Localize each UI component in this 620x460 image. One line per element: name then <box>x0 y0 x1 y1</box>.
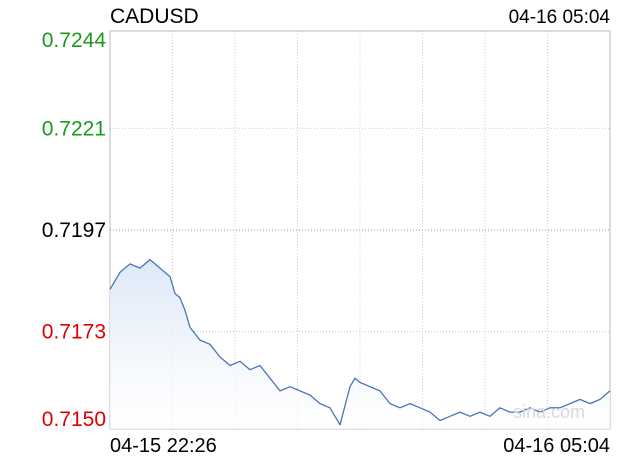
watermark: sina.com <box>513 402 585 422</box>
x-tick-start: 04-15 22:26 <box>110 435 217 457</box>
price-line <box>109 258 611 426</box>
x-tick-end: 04-16 05:04 <box>503 435 610 457</box>
y-tick-label: 0.7244 <box>42 29 107 52</box>
line-layer <box>109 258 611 426</box>
x-axis-ticks: 04-15 22:26 04-16 05:04 <box>110 435 610 457</box>
y-tick-label: 0.7150 <box>42 408 106 431</box>
y-axis-ticks: 0.7244 0.7221 0.7197 0.7173 0.7150 <box>42 29 107 431</box>
chart-title: CADUSD <box>110 5 199 28</box>
y-tick-label: 0.7197 <box>42 219 106 242</box>
y-tick-label: 0.7173 <box>42 321 106 344</box>
price-area-fill <box>110 259 610 429</box>
y-tick-label: 0.7221 <box>42 117 106 140</box>
chart-timestamp: 04-16 05:04 <box>508 7 610 28</box>
area-layer <box>110 259 610 429</box>
grid-layer <box>109 30 611 430</box>
